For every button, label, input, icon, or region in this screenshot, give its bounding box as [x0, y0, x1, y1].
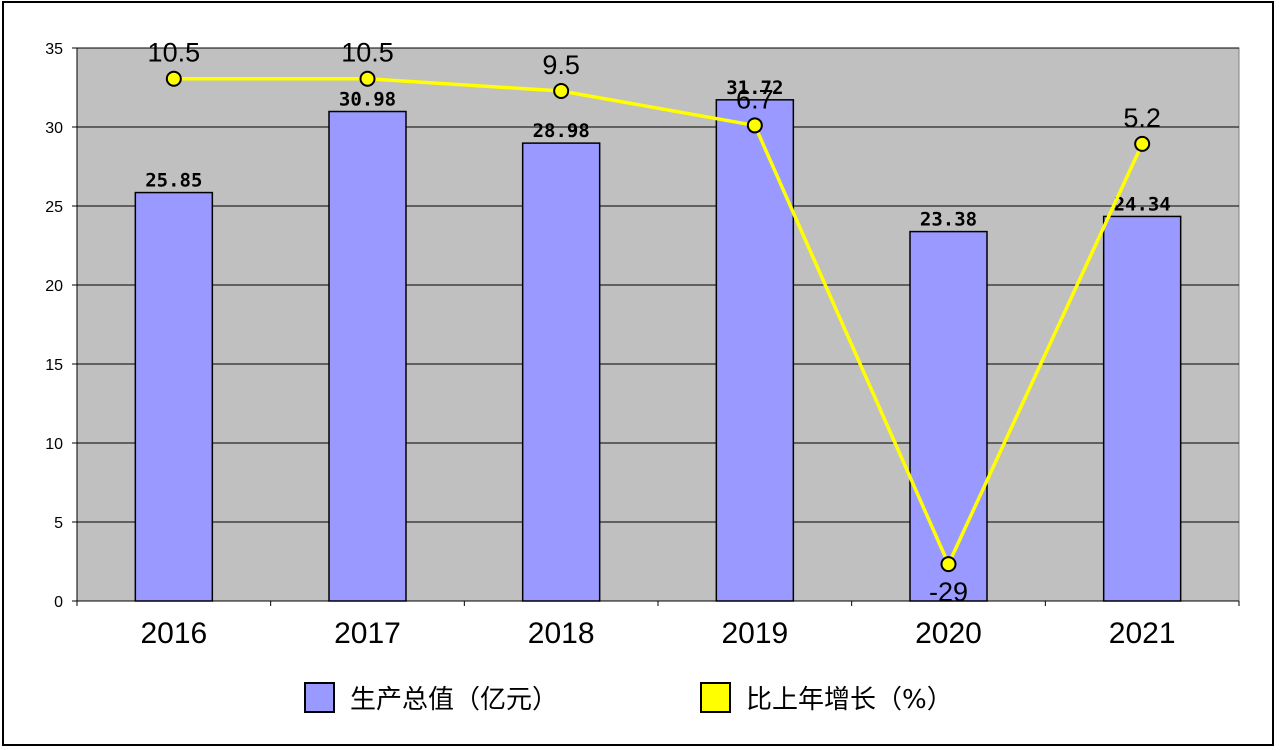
y-axis-ticks: 0 5 10 15 20 25 30 35	[45, 41, 77, 611]
legend-item-bar: 生产总值（亿元）	[304, 682, 558, 715]
line-point	[359, 70, 376, 87]
line-point	[746, 117, 763, 134]
legend-label-line: 比上年增长（%）	[746, 685, 953, 715]
bar	[521, 142, 601, 602]
bar-value-label: 25.85	[145, 170, 202, 192]
legend-swatch-bar	[304, 682, 335, 713]
line-series	[165, 70, 1151, 573]
bar	[715, 99, 795, 602]
y-tick-label: 35	[45, 41, 63, 58]
y-tick-label: 10	[45, 436, 63, 453]
legend: 生产总值（亿元） 比上年增长（%）	[304, 682, 953, 715]
y-tick-label: 20	[45, 278, 63, 295]
line-point	[1134, 135, 1151, 152]
bar-value-label: 23.38	[920, 209, 977, 231]
bar	[1102, 215, 1182, 602]
line-value-label: 9.5	[542, 50, 580, 80]
line-point	[165, 70, 182, 87]
line-value-label: 5.2	[1123, 103, 1161, 133]
combo-chart: 0 5 10 15 20 25 30 35 25.85 30.98 28.98 31.72 23.38…	[45, 38, 1240, 715]
bar-value-label: 30.98	[339, 89, 396, 111]
x-category-label: 2021	[1109, 617, 1176, 650]
bar-data-labels: 25.85 30.98 28.98 31.72 23.38 24.34	[145, 77, 1171, 231]
x-category-label: 2019	[721, 617, 788, 650]
y-tick-label: 5	[54, 515, 63, 532]
growth-line	[173, 76, 1144, 569]
y-tick-label: 25	[45, 199, 63, 216]
gridlines	[77, 47, 1239, 523]
bar	[909, 230, 988, 602]
line-value-label: -29	[929, 577, 968, 607]
y-tick-label: 30	[45, 120, 63, 137]
line-point	[940, 556, 957, 573]
line-value-label: 10.5	[341, 38, 394, 68]
legend-label-bar: 生产总值（亿元）	[350, 685, 558, 715]
x-category-label: 2016	[140, 617, 207, 650]
x-category-label: 2017	[334, 617, 401, 650]
legend-item-line: 比上年增长（%）	[700, 682, 953, 715]
y-tick-label: 15	[45, 357, 63, 374]
line-point	[553, 83, 570, 100]
bar	[328, 110, 407, 602]
plot-area	[76, 47, 1240, 602]
bar-value-label: 24.34	[1114, 193, 1171, 215]
legend-swatch-line	[700, 682, 731, 713]
x-category-label: 2018	[528, 617, 595, 650]
bar	[134, 191, 214, 602]
line-value-label: 6.7	[736, 84, 774, 114]
bar-value-label: 31.72	[726, 77, 783, 99]
y-tick-label: 0	[54, 594, 63, 611]
x-axis-categories: 2016 2017 2018 2019 2020 2021	[76, 601, 1240, 650]
x-category-label: 2020	[915, 617, 982, 650]
line-value-label: 10.5	[148, 38, 201, 68]
bar-value-label: 28.98	[533, 120, 590, 142]
line-data-labels: 10.5 10.5 9.5 6.7 -29 5.2	[148, 38, 1161, 607]
